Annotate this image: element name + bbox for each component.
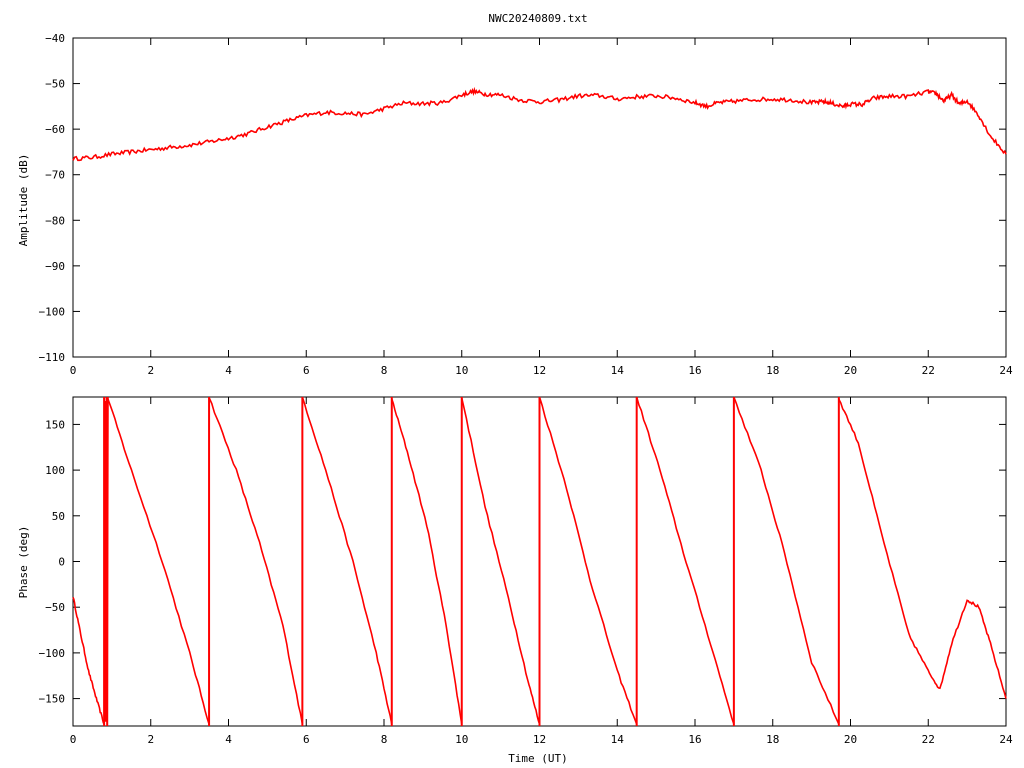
phase-series-segment xyxy=(208,397,304,725)
amplitude-y-tick-label: −80 xyxy=(45,214,65,227)
amplitude-ticks xyxy=(72,37,1007,358)
amplitude-y-tick-label: −90 xyxy=(45,260,65,273)
amplitude-series xyxy=(72,86,1007,162)
amplitude-tick-labels: 0 2 4 6 8 10 12 14 16 18 20 22 24−110−100−90−80−70−6… xyxy=(39,32,1013,377)
amplitude-y-tick-label: −40 xyxy=(45,32,65,45)
phase-x-tick-label: 0 xyxy=(70,733,77,746)
phase-y-tick-label: 150 xyxy=(45,418,65,431)
phase-y-axis-label: Phase (deg) xyxy=(17,526,30,599)
phase-x-tick-label: 16 xyxy=(688,733,701,746)
phase-x-tick-label: 8 xyxy=(381,733,388,746)
amplitude-x-tick-label: 8 xyxy=(381,364,388,377)
amplitude-x-tick-label: 18 xyxy=(766,364,779,377)
chart-title: NWC20240809.txt xyxy=(488,12,587,25)
phase-x-tick-label: 6 xyxy=(303,733,310,746)
amplitude-x-tick-label: 4 xyxy=(225,364,232,377)
amplitude-x-tick-label: 20 xyxy=(844,364,857,377)
phase-x-tick-label: 14 xyxy=(611,733,625,746)
amplitude-y-tick-label: −70 xyxy=(45,169,65,182)
amplitude-x-tick-label: 24 xyxy=(999,364,1013,377)
amplitude-panel: 0 2 4 6 8 10 12 14 16 18 20 22 24−110−100−90−80−70−6… xyxy=(17,32,1013,377)
phase-x-tick-label: 22 xyxy=(922,733,935,746)
phase-series-segment xyxy=(538,396,638,725)
amplitude-x-tick-label: 2 xyxy=(147,364,154,377)
amplitude-y-tick-label: −50 xyxy=(45,78,65,91)
phase-series-segment xyxy=(107,398,210,725)
amplitude-x-tick-label: 10 xyxy=(455,364,468,377)
phase-series-segment xyxy=(391,398,463,725)
phase-series xyxy=(72,396,1007,726)
phase-y-tick-label: 0 xyxy=(58,556,65,569)
phase-x-tick-label: 2 xyxy=(147,733,154,746)
phase-y-tick-label: −100 xyxy=(39,647,66,660)
amplitude-y-tick-label: −110 xyxy=(39,351,66,364)
phase-y-tick-label: 50 xyxy=(52,510,65,523)
amplitude-x-tick-label: 6 xyxy=(303,364,310,377)
phase-x-tick-label: 10 xyxy=(455,733,468,746)
phase-series-segment xyxy=(72,597,105,725)
phase-series-segment xyxy=(460,397,541,725)
phase-y-tick-label: −150 xyxy=(39,693,66,706)
amplitude-x-tick-label: 16 xyxy=(688,364,701,377)
amplitude-series-line xyxy=(72,86,1007,162)
phase-x-axis-label: Time (UT) xyxy=(508,752,568,765)
phase-x-tick-label: 18 xyxy=(766,733,779,746)
phase-y-tick-label: 100 xyxy=(45,464,65,477)
phase-x-tick-label: 24 xyxy=(999,733,1013,746)
amplitude-y-tick-label: −60 xyxy=(45,123,65,136)
phase-panel: 0 2 4 6 8 10 12 14 16 18 20 22 24−150−100−5005010015… xyxy=(17,396,1013,765)
phase-x-tick-label: 20 xyxy=(844,733,857,746)
phase-x-tick-label: 4 xyxy=(225,733,232,746)
phase-series-segment xyxy=(733,396,840,725)
amplitude-x-tick-label: 14 xyxy=(611,364,625,377)
amplitude-x-tick-label: 12 xyxy=(533,364,546,377)
phase-series-segment xyxy=(838,398,1007,699)
phase-series-segment xyxy=(635,396,735,725)
amplitude-y-axis-label: Amplitude (dB) xyxy=(17,154,30,247)
phase-y-tick-label: −50 xyxy=(45,601,65,614)
phase-tick-labels: 0 2 4 6 8 10 12 14 16 18 20 22 24−150−100−5005010015… xyxy=(39,418,1013,746)
phase-x-tick-label: 12 xyxy=(533,733,546,746)
amplitude-y-tick-label: −100 xyxy=(39,305,66,318)
amplitude-x-tick-label: 22 xyxy=(922,364,935,377)
amplitude-x-tick-label: 0 xyxy=(70,364,77,377)
phase-series-segment xyxy=(301,396,393,725)
